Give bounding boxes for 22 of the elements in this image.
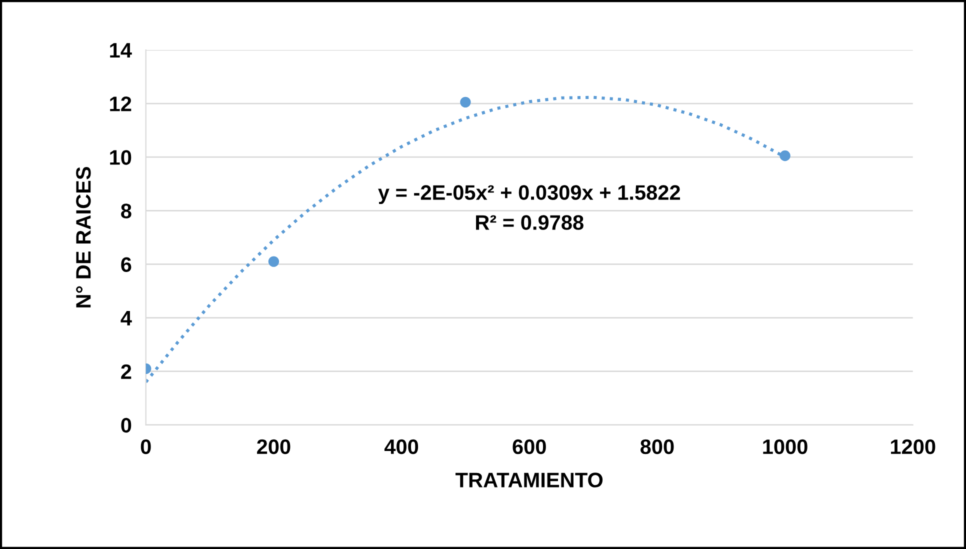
point [268,256,280,267]
point [780,150,790,162]
x-tick-label: 1000 [763,439,808,454]
y-tick-label: 2 [121,364,132,379]
y-axis-title: N° DE RAICES [76,166,91,308]
x-tick-label: 200 [257,439,290,454]
y-tick-label: 4 [120,311,132,326]
point [460,96,471,108]
y-tick-label: 8 [121,204,132,218]
y-tick-label: 6 [121,257,132,272]
y-tick-label: 14 [110,43,132,58]
annotation: y = -2E-05x² + 0.0309x + 1.5822 [378,185,680,204]
annotation: R² = 0.9788 [476,215,584,230]
x-tick-label: 0 [140,439,151,454]
x-axis-title: TRATAMIENTO [456,472,603,488]
x-tick-label: 400 [384,439,418,454]
y-tick-label: 12 [110,96,132,112]
x-tick-label: 600 [512,439,546,454]
y-tick-label: 0 [121,418,132,433]
y-tick-label: 10 [110,150,132,165]
x-tick-label: 800 [640,439,674,454]
x-tick-label: 1200 [891,439,936,454]
